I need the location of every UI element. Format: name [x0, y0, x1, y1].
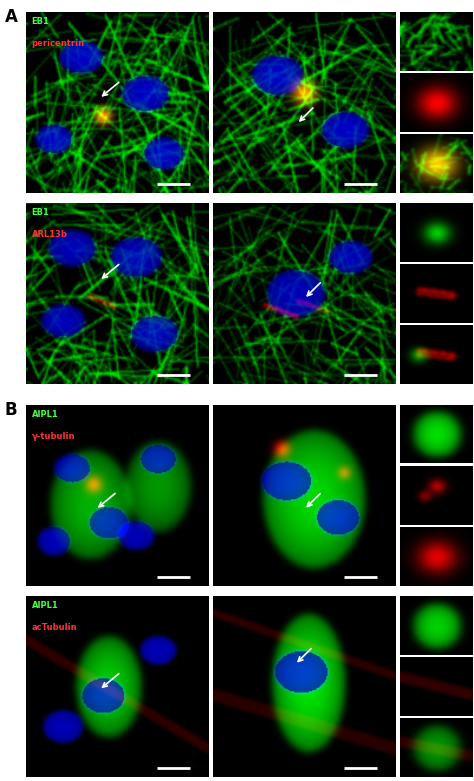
Text: acTubulin: acTubulin: [32, 623, 77, 632]
Text: AIPL1: AIPL1: [32, 601, 58, 610]
Text: B: B: [5, 401, 18, 419]
Text: EB1: EB1: [32, 17, 49, 26]
Text: pericentrin: pericentrin: [32, 39, 85, 48]
Text: A: A: [5, 8, 18, 26]
Text: ARL13b: ARL13b: [32, 230, 67, 239]
Text: γ-tubulin: γ-tubulin: [32, 432, 75, 440]
Text: AIPL1: AIPL1: [32, 410, 58, 419]
Text: EB1: EB1: [32, 209, 49, 217]
